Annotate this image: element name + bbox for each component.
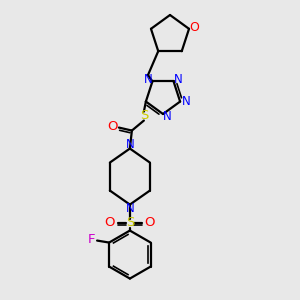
Text: O: O	[108, 120, 118, 133]
Text: N: N	[182, 95, 190, 108]
Text: N: N	[125, 202, 134, 215]
Text: S: S	[126, 216, 134, 229]
Text: N: N	[163, 110, 171, 124]
Text: N: N	[144, 73, 153, 86]
Text: O: O	[105, 216, 115, 229]
Text: O: O	[145, 216, 155, 229]
Text: S: S	[140, 109, 148, 122]
Text: N: N	[125, 138, 134, 151]
Text: N: N	[174, 73, 183, 86]
Text: F: F	[87, 233, 95, 246]
Text: O: O	[189, 21, 199, 34]
